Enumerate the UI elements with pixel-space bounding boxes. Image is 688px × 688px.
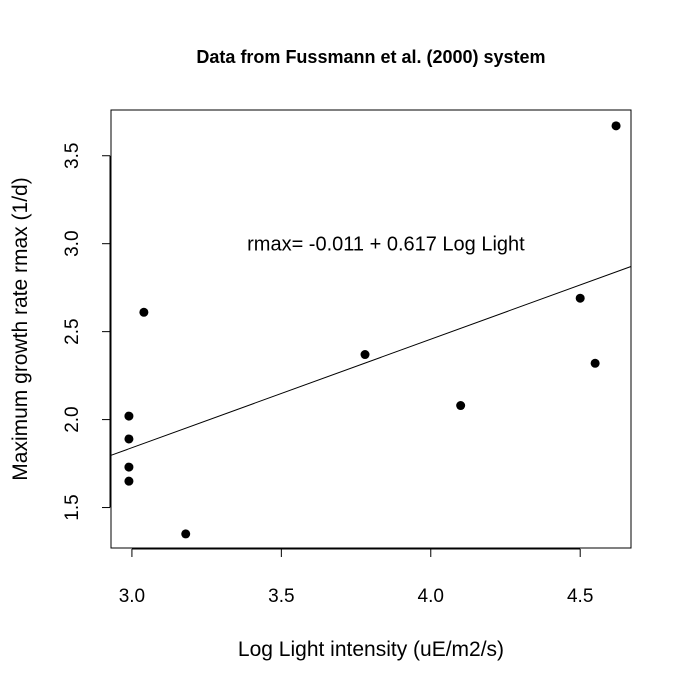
regression-line	[110, 266, 632, 456]
x-axis-label: Log Light intensity (uE/m2/s)	[238, 638, 504, 661]
x-tick-label: 3.0	[119, 586, 145, 607]
data-points	[124, 121, 621, 539]
y-tick-label: 3.5	[62, 143, 83, 169]
data-point	[124, 411, 134, 421]
data-point	[124, 462, 134, 472]
data-point	[181, 529, 191, 539]
data-point	[124, 434, 134, 444]
data-point	[575, 293, 585, 303]
data-point	[611, 121, 621, 131]
y-tick-label: 2.0	[62, 406, 83, 432]
y-tick-label: 2.5	[62, 318, 83, 344]
x-tick-label: 4.5	[567, 586, 593, 607]
data-point	[124, 476, 134, 486]
y-axis-label: Maximum growth rate rmax (1/d)	[9, 177, 32, 480]
x-tick-label: 3.5	[268, 586, 294, 607]
chart-title: Data from Fussmann et al. (2000) system	[196, 47, 545, 67]
y-tick-label: 1.5	[62, 494, 83, 520]
x-tick-label: 4.0	[418, 586, 444, 607]
x-axis: 3.0 3.5 4.0 4.5	[119, 548, 593, 607]
regression-line-group	[110, 266, 632, 456]
regression-equation: rmax= -0.011 + 0.617 Log Light	[247, 234, 525, 256]
data-point	[139, 307, 149, 317]
data-point	[590, 358, 600, 368]
y-axis: 1.5 2.0 2.5 3.0 3.5	[62, 143, 111, 521]
y-tick-label: 3.0	[62, 230, 83, 256]
data-point	[456, 401, 466, 411]
plot-area	[110, 109, 632, 549]
data-point	[360, 350, 370, 360]
